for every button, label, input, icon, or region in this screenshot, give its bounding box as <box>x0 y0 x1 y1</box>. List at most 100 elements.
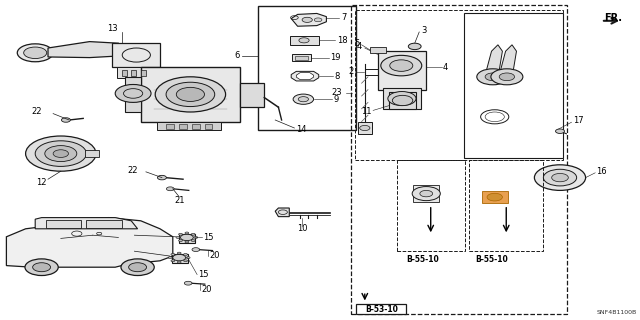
Text: 5: 5 <box>355 39 360 48</box>
Polygon shape <box>48 42 122 58</box>
Circle shape <box>25 259 58 276</box>
Bar <box>122 70 127 76</box>
Bar <box>482 191 508 203</box>
Circle shape <box>177 252 181 254</box>
Text: 22: 22 <box>128 166 138 175</box>
Circle shape <box>171 253 175 255</box>
Circle shape <box>166 82 215 107</box>
Bar <box>389 92 416 109</box>
Circle shape <box>390 60 413 71</box>
Circle shape <box>408 43 421 50</box>
Text: 15: 15 <box>203 233 213 242</box>
Circle shape <box>302 17 312 22</box>
Text: 10: 10 <box>297 224 307 233</box>
Bar <box>125 77 141 112</box>
Polygon shape <box>486 45 502 70</box>
Bar <box>179 234 195 243</box>
Circle shape <box>552 173 568 182</box>
Circle shape <box>26 136 96 171</box>
Text: 12: 12 <box>36 178 47 187</box>
Text: 18: 18 <box>337 36 348 45</box>
Circle shape <box>155 77 225 112</box>
Text: B-55-10: B-55-10 <box>406 255 439 264</box>
Bar <box>157 122 221 130</box>
Bar <box>117 67 152 78</box>
Circle shape <box>298 97 308 102</box>
Circle shape <box>191 233 195 235</box>
Circle shape <box>184 260 188 262</box>
Circle shape <box>314 18 322 22</box>
Bar <box>464 13 563 158</box>
Circle shape <box>185 241 189 243</box>
Polygon shape <box>291 13 326 26</box>
Text: 2: 2 <box>348 68 353 76</box>
Text: 19: 19 <box>330 53 340 62</box>
Text: 14: 14 <box>296 125 307 134</box>
Circle shape <box>173 254 186 261</box>
Circle shape <box>179 233 182 235</box>
Circle shape <box>477 69 509 85</box>
Bar <box>112 43 160 67</box>
Text: 21: 21 <box>174 196 184 205</box>
Circle shape <box>543 169 577 186</box>
Bar <box>46 220 81 228</box>
Circle shape <box>171 260 175 262</box>
Polygon shape <box>35 218 138 229</box>
Polygon shape <box>500 45 516 70</box>
Polygon shape <box>291 71 319 81</box>
Circle shape <box>392 95 413 106</box>
Text: FR.: FR. <box>604 13 622 23</box>
Polygon shape <box>275 208 289 217</box>
Circle shape <box>293 94 314 104</box>
Text: 16: 16 <box>596 167 607 176</box>
Bar <box>172 254 188 263</box>
Text: 6: 6 <box>235 51 240 60</box>
Bar <box>258 6 356 130</box>
Text: 7: 7 <box>341 13 346 22</box>
Circle shape <box>487 193 502 201</box>
Bar <box>469 160 543 251</box>
Circle shape <box>121 259 154 276</box>
Circle shape <box>53 150 68 157</box>
Circle shape <box>499 73 515 81</box>
Bar <box>355 10 563 160</box>
Circle shape <box>194 236 198 238</box>
Circle shape <box>168 257 172 259</box>
Text: B-55-10: B-55-10 <box>475 255 508 264</box>
Bar <box>141 70 146 76</box>
Text: 3: 3 <box>421 26 426 35</box>
Bar <box>192 124 200 129</box>
Circle shape <box>420 190 433 197</box>
Circle shape <box>129 263 147 272</box>
Circle shape <box>184 253 188 255</box>
Circle shape <box>35 141 86 166</box>
Circle shape <box>157 175 166 180</box>
Bar <box>295 56 308 60</box>
Circle shape <box>33 263 51 272</box>
Text: 11: 11 <box>361 108 371 116</box>
Text: 4: 4 <box>356 42 362 51</box>
Text: 20: 20 <box>202 285 212 294</box>
Circle shape <box>191 240 195 242</box>
Bar <box>240 83 264 107</box>
Circle shape <box>176 236 180 238</box>
Bar <box>378 51 426 90</box>
Bar <box>397 160 465 251</box>
Text: 23: 23 <box>332 88 342 97</box>
Bar <box>356 304 406 314</box>
Bar <box>141 67 240 122</box>
Bar <box>292 54 311 61</box>
Circle shape <box>556 129 564 133</box>
Text: 13: 13 <box>108 24 118 33</box>
Circle shape <box>45 146 77 162</box>
Circle shape <box>186 257 190 259</box>
Circle shape <box>485 73 500 81</box>
Circle shape <box>360 125 370 131</box>
Bar <box>358 122 372 134</box>
Circle shape <box>24 47 47 59</box>
Bar <box>166 124 174 129</box>
Bar <box>131 70 136 76</box>
Bar <box>383 88 421 109</box>
Polygon shape <box>296 73 314 80</box>
Circle shape <box>61 118 70 122</box>
